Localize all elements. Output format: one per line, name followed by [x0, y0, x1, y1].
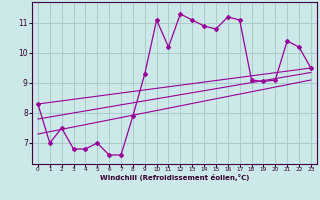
X-axis label: Windchill (Refroidissement éolien,°C): Windchill (Refroidissement éolien,°C) [100, 174, 249, 181]
